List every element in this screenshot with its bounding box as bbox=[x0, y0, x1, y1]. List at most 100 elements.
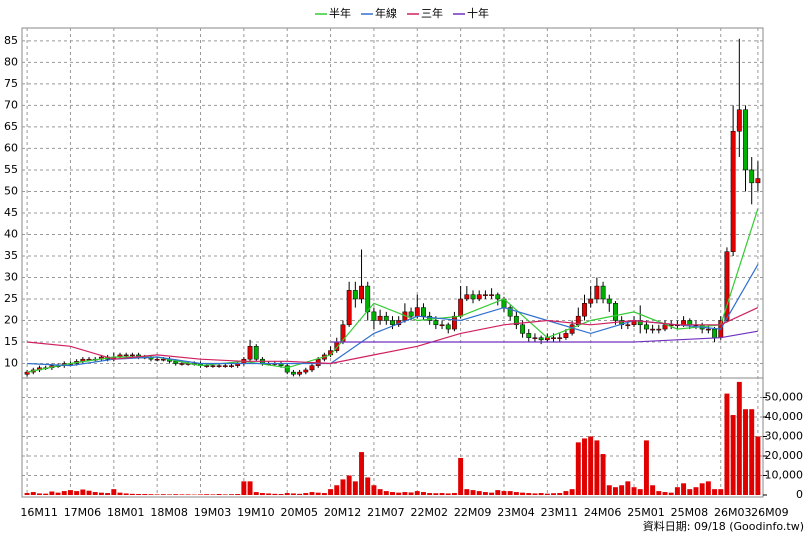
volume-bar bbox=[179, 494, 185, 495]
x-tick-label: 26M09 bbox=[751, 506, 789, 519]
volume-bar bbox=[67, 490, 73, 495]
volume-bar bbox=[662, 492, 668, 495]
volume-bar bbox=[439, 493, 445, 495]
volume-bar bbox=[49, 491, 55, 495]
candle-body bbox=[458, 298, 464, 317]
x-tick-label: 18M08 bbox=[150, 506, 188, 519]
candle-body bbox=[613, 303, 618, 321]
candle-body bbox=[625, 324, 631, 327]
volume-bar bbox=[61, 491, 67, 495]
candle-body bbox=[482, 294, 488, 296]
volume-bar bbox=[705, 481, 711, 495]
y2-tick-label: 10,000 bbox=[765, 469, 804, 482]
volume-bar bbox=[383, 491, 389, 495]
candle-body bbox=[204, 365, 210, 367]
volume-bar bbox=[718, 489, 724, 495]
volume-bar bbox=[235, 494, 241, 495]
volume-bar bbox=[513, 492, 519, 495]
volume-bar bbox=[340, 479, 346, 495]
y-tick-label: 15 bbox=[4, 335, 18, 348]
volume-bar bbox=[352, 481, 358, 495]
volume-bar bbox=[637, 489, 643, 495]
y-tick-label: 80 bbox=[4, 55, 18, 68]
volume-bar bbox=[129, 493, 135, 495]
volume-bar bbox=[433, 493, 439, 495]
volume-bar bbox=[606, 485, 612, 495]
candle-body bbox=[284, 365, 290, 373]
candle-body bbox=[495, 294, 501, 300]
volume-bar bbox=[136, 494, 142, 495]
volume-bar bbox=[743, 409, 748, 495]
volume-bar bbox=[625, 481, 631, 495]
x-tick-label: 16M11 bbox=[20, 506, 58, 519]
volume-bar bbox=[668, 492, 674, 495]
candle-body bbox=[687, 320, 693, 326]
volume-bar bbox=[247, 481, 253, 495]
y2-tick-label: 20,000 bbox=[765, 449, 804, 462]
volume-bar bbox=[612, 487, 618, 495]
candle-body bbox=[216, 365, 222, 367]
y-tick-label: 35 bbox=[4, 249, 18, 262]
volume-bar bbox=[284, 493, 290, 495]
candle-body bbox=[712, 328, 717, 338]
candle-body bbox=[600, 285, 606, 300]
volume-bar bbox=[371, 485, 377, 495]
candle-body bbox=[538, 337, 544, 341]
candle-body bbox=[594, 285, 600, 300]
candle-body bbox=[253, 346, 259, 360]
y-tick-label: 45 bbox=[4, 206, 18, 219]
volume-bar bbox=[569, 489, 575, 495]
candle-body bbox=[160, 358, 166, 361]
volume-bar bbox=[328, 489, 334, 495]
volume-bar bbox=[43, 493, 49, 495]
candle-body bbox=[445, 324, 451, 330]
volume-bar bbox=[390, 492, 395, 495]
volume-bar bbox=[266, 493, 272, 495]
candle-body bbox=[588, 298, 594, 304]
volume-bar bbox=[501, 491, 507, 495]
candle-body bbox=[705, 328, 711, 331]
candle-body bbox=[743, 109, 748, 171]
candle-body bbox=[520, 324, 525, 334]
volume-bar bbox=[30, 492, 36, 495]
plot-frame bbox=[21, 27, 764, 498]
x-tick-label: 20M05 bbox=[280, 506, 318, 519]
candle-body bbox=[179, 363, 185, 365]
volume-bar bbox=[148, 494, 154, 495]
volume-bar bbox=[359, 452, 365, 495]
x-tick-label: 25M01 bbox=[627, 506, 665, 519]
candle-body bbox=[229, 365, 234, 367]
volume-bar bbox=[693, 487, 699, 495]
y-tick-label: 85 bbox=[4, 34, 18, 47]
y-tick-label: 40 bbox=[4, 227, 18, 240]
candle-body bbox=[532, 337, 538, 339]
volume-bar bbox=[482, 492, 488, 495]
candle-body bbox=[476, 294, 482, 300]
volume-bar bbox=[222, 494, 228, 495]
volume-bar bbox=[86, 490, 92, 495]
candle-body bbox=[290, 371, 296, 375]
volume-bar bbox=[588, 436, 594, 495]
y2-tick-label: 40,000 bbox=[765, 410, 804, 423]
volume-bar bbox=[80, 489, 86, 495]
volume-bar bbox=[396, 492, 402, 495]
candle-body bbox=[154, 358, 160, 361]
legend-label: 三年 bbox=[421, 6, 443, 20]
candle-body bbox=[724, 251, 730, 321]
candle-body bbox=[247, 346, 253, 360]
ma-line bbox=[27, 307, 759, 365]
volume-bar bbox=[315, 492, 321, 495]
volume-bar bbox=[563, 491, 569, 495]
volume-bar bbox=[594, 440, 600, 495]
volume-bar bbox=[346, 475, 352, 495]
candle-body bbox=[464, 294, 470, 300]
y-tick-label: 25 bbox=[4, 292, 18, 305]
volume-bar bbox=[98, 492, 104, 495]
volume-bar bbox=[259, 493, 265, 495]
volume-bar bbox=[458, 457, 464, 495]
volume-bar bbox=[489, 492, 495, 495]
volume-bar bbox=[464, 489, 470, 495]
volume-bar bbox=[520, 492, 526, 495]
candle-body bbox=[377, 315, 383, 321]
